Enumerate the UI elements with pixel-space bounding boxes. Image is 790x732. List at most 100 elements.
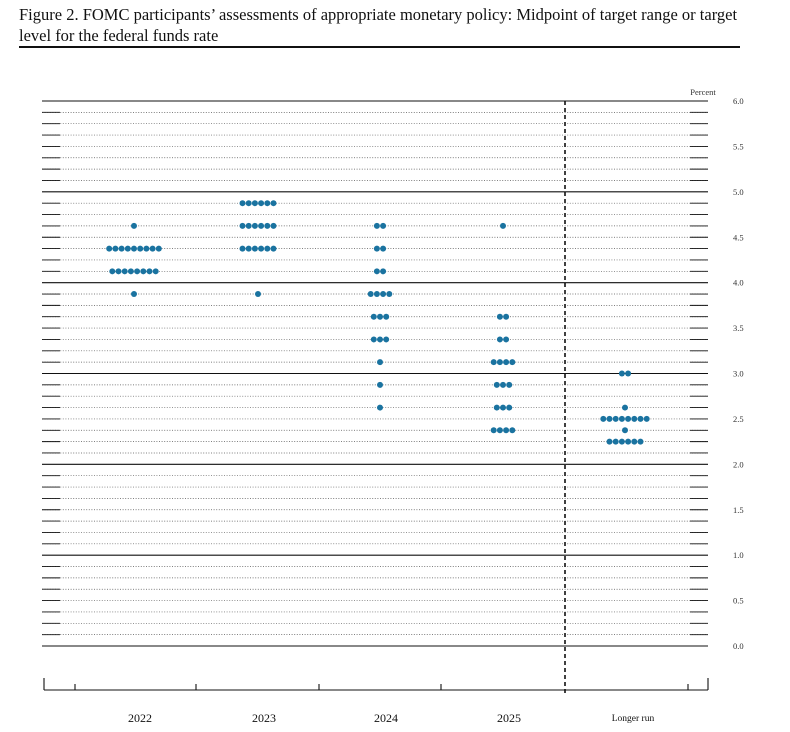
participant-dot: [631, 438, 638, 445]
participant-dot: [255, 291, 261, 298]
participant-dot: [500, 404, 506, 411]
participant-dot: [146, 268, 153, 275]
participant-dot: [383, 313, 390, 320]
y-tick-label: 0.5: [733, 596, 744, 606]
participant-dot: [373, 245, 380, 252]
participant-dot: [245, 222, 252, 229]
participant-dot: [143, 245, 150, 252]
participant-dot: [264, 222, 271, 229]
y-tick-label: 2.5: [733, 414, 744, 424]
participant-dot: [131, 291, 137, 298]
participant-dot: [606, 438, 613, 445]
participant-dot: [137, 245, 144, 252]
participant-dot: [112, 245, 119, 252]
participant-dot: [637, 415, 644, 422]
participant-dot: [618, 438, 625, 445]
figure-title: Figure 2. FOMC participants’ assessments…: [19, 5, 738, 45]
participant-dot: [618, 415, 625, 422]
participant-dot: [251, 200, 258, 207]
y-tick-label: 0.0: [733, 641, 744, 651]
participant-dot: [377, 313, 383, 320]
y-tick-label: 2.0: [733, 459, 744, 469]
grid-lines: [42, 100, 708, 694]
participant-dot: [152, 268, 159, 275]
participant-dot: [118, 245, 125, 252]
participant-dot: [106, 245, 113, 252]
participant-dot: [637, 438, 644, 445]
y-tick-label: 4.5: [733, 232, 744, 242]
participant-dot: [503, 427, 510, 434]
participant-dot: [149, 245, 156, 252]
participant-dot: [496, 336, 503, 343]
y-tick-label: 6.0: [733, 96, 744, 106]
y-tick-label: 1.5: [733, 505, 744, 515]
participant-dot: [490, 359, 497, 366]
participant-dot: [622, 427, 628, 434]
y-tick-label: 3.5: [733, 323, 744, 333]
participant-dot: [383, 336, 390, 343]
participant-dot: [115, 268, 122, 275]
participant-dot: [500, 381, 506, 388]
x-category-label: 2024: [374, 711, 398, 725]
participant-dot: [258, 245, 265, 252]
participant-dot: [509, 359, 516, 366]
participant-dot: [367, 291, 374, 298]
participant-dot: [373, 222, 380, 229]
participant-dot: [377, 336, 383, 343]
participant-dot: [377, 381, 383, 388]
participant-dot: [380, 291, 387, 298]
participant-dot: [131, 245, 137, 252]
participant-dot: [121, 268, 128, 275]
participant-dot: [493, 381, 500, 388]
participant-dot: [109, 268, 116, 275]
y-axis-label: Percent: [690, 87, 716, 97]
x-category-label: 2023: [252, 711, 276, 725]
x-category-label: 2022: [128, 711, 152, 725]
participant-dot: [503, 313, 510, 320]
participant-dot: [380, 222, 387, 229]
participant-dot: [251, 222, 258, 229]
participant-dot: [496, 313, 503, 320]
participant-dot: [625, 370, 632, 377]
participant-dot: [245, 245, 252, 252]
y-tick-labels: 0.0 0.5 1.0 1.5 2.0 2.5 3.0 3.5 4.0 4.5 5.0 5.5 6.0: [733, 96, 744, 651]
participant-dot: [618, 370, 625, 377]
participant-dot: [131, 222, 137, 229]
participant-dot: [251, 245, 258, 252]
participant-dot: [270, 200, 277, 207]
participant-dot: [612, 438, 619, 445]
participant-dot: [258, 222, 265, 229]
participant-dot: [258, 200, 265, 207]
x-category-label: Longer run: [612, 714, 655, 724]
participant-dot: [625, 438, 632, 445]
participant-dot: [606, 415, 613, 422]
participant-dot: [124, 245, 131, 252]
participant-dot: [380, 268, 387, 275]
participant-dot: [370, 313, 377, 320]
participant-dot: [245, 200, 252, 207]
y-tick-label: 1.0: [733, 550, 744, 560]
x-category-label: 2025: [497, 711, 521, 725]
participant-dot: [625, 415, 632, 422]
participant-dot: [506, 381, 513, 388]
participant-dot: [386, 291, 393, 298]
participant-dot: [490, 427, 497, 434]
participant-dot: [631, 415, 638, 422]
participant-dot: [380, 245, 387, 252]
participant-dot: [612, 415, 619, 422]
participant-dot: [503, 336, 510, 343]
participant-dot: [373, 291, 380, 298]
participant-dot: [270, 245, 277, 252]
participant-dot: [140, 268, 147, 275]
participant-dot: [239, 222, 246, 229]
participant-dot: [600, 415, 607, 422]
participant-dot: [239, 245, 246, 252]
participant-dot: [643, 415, 650, 422]
participant-dot: [239, 200, 246, 207]
participant-dot: [496, 359, 503, 366]
participant-dot: [127, 268, 134, 275]
participant-dot: [377, 359, 383, 366]
participant-dot: [373, 268, 380, 275]
participant-dot: [264, 200, 271, 207]
